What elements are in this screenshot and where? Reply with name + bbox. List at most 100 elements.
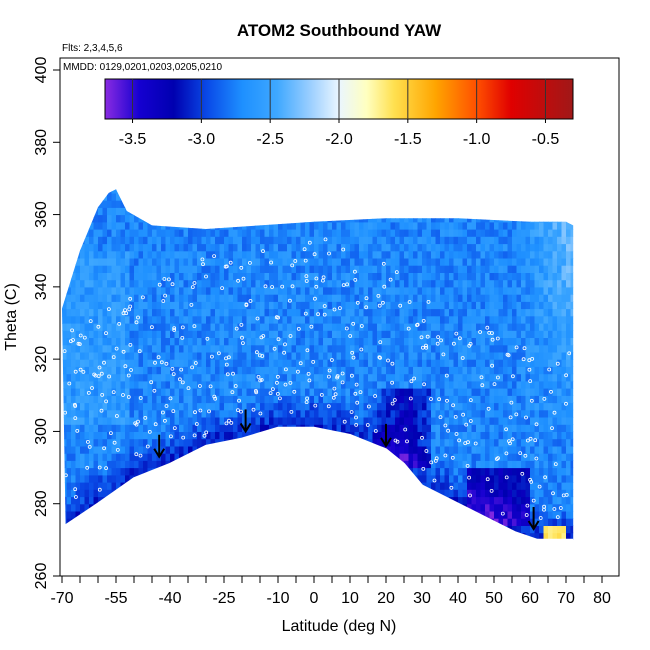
field-cell <box>431 243 437 252</box>
field-cell <box>107 265 113 273</box>
field-cell <box>206 424 212 432</box>
field-cell <box>192 323 198 331</box>
field-cell <box>395 482 401 490</box>
field-cell <box>327 192 333 201</box>
field-cell <box>431 189 437 194</box>
field-cell <box>426 467 432 476</box>
field-cell <box>264 366 270 375</box>
field-cell <box>260 272 266 281</box>
field-cell <box>242 214 248 223</box>
field-cell <box>282 301 288 310</box>
field-cell <box>120 221 126 230</box>
field-cell <box>201 192 207 201</box>
field-cell <box>111 337 117 346</box>
field-cell <box>255 366 261 375</box>
field-cell <box>233 265 239 273</box>
field-cell <box>174 453 180 461</box>
field-cell <box>305 489 311 498</box>
field-cell <box>102 380 108 389</box>
field-cell <box>116 366 122 375</box>
field-cell <box>161 189 167 194</box>
field-cell <box>251 243 257 252</box>
field-cell <box>292 178 297 186</box>
field-cell <box>431 474 437 483</box>
field-cell <box>467 323 473 331</box>
field-cell <box>341 438 347 447</box>
field-cell <box>246 395 252 404</box>
field-cell <box>489 221 495 230</box>
field-cell <box>269 431 275 440</box>
field-cell <box>458 250 464 259</box>
field-cell <box>192 518 198 526</box>
field-cell <box>480 200 486 208</box>
field-cell <box>309 330 315 338</box>
field-cell <box>399 453 405 461</box>
field-cell <box>318 265 324 273</box>
field-cell <box>426 207 432 216</box>
field-cell <box>300 453 306 461</box>
field-cell <box>444 532 450 540</box>
field-cell <box>300 301 306 310</box>
field-cell <box>66 431 72 440</box>
field-cell <box>220 178 225 186</box>
field-cell <box>431 192 437 201</box>
field-cell <box>98 525 104 534</box>
field-cell <box>282 351 288 360</box>
field-cell <box>350 503 356 512</box>
field-cell <box>404 192 410 201</box>
field-cell <box>426 359 432 367</box>
field-cell <box>98 373 104 382</box>
field-cell <box>489 460 495 469</box>
field-cell <box>143 409 149 418</box>
field-cell <box>300 503 306 512</box>
field-cell <box>390 503 396 512</box>
field-cell <box>111 503 117 512</box>
field-cell <box>71 330 77 338</box>
field-cell <box>381 294 387 302</box>
field-cell <box>93 532 99 540</box>
field-cell <box>404 518 410 526</box>
field-cell <box>318 272 324 281</box>
field-cell <box>386 445 392 454</box>
field-cell <box>350 532 356 540</box>
field-cell <box>314 221 320 230</box>
field-cell <box>219 525 225 534</box>
field-cell <box>386 344 392 353</box>
field-cell <box>215 489 221 498</box>
field-cell <box>386 503 392 512</box>
field-cell <box>255 250 261 259</box>
field-cell <box>62 438 68 447</box>
field-cell <box>395 388 401 396</box>
field-cell <box>363 525 369 534</box>
field-cell <box>300 236 306 245</box>
field-cell <box>264 257 270 266</box>
field-cell <box>143 373 149 382</box>
field-cell <box>255 380 261 389</box>
field-cell <box>489 286 495 295</box>
field-cell <box>323 337 329 346</box>
field-cell <box>350 200 356 208</box>
field-cell <box>201 272 207 281</box>
field-cell <box>143 301 149 310</box>
field-cell <box>237 236 243 245</box>
field-cell <box>210 330 216 338</box>
field-cell <box>98 496 104 505</box>
field-cell <box>422 467 428 476</box>
field-cell <box>291 525 297 534</box>
field-cell <box>260 221 266 230</box>
field-cell <box>449 359 455 367</box>
field-cell <box>152 402 158 411</box>
field-cell <box>165 532 171 540</box>
field-cell <box>327 445 333 454</box>
field-cell <box>129 308 135 317</box>
field-cell <box>350 388 356 396</box>
field-cell <box>89 214 95 223</box>
field-cell <box>228 207 234 216</box>
field-cell <box>345 301 351 310</box>
field-cell <box>359 409 365 418</box>
field-cell <box>138 424 144 432</box>
field-cell <box>453 510 459 519</box>
field-cell <box>116 445 122 454</box>
field-cell <box>363 402 369 411</box>
field-cell <box>111 373 117 382</box>
